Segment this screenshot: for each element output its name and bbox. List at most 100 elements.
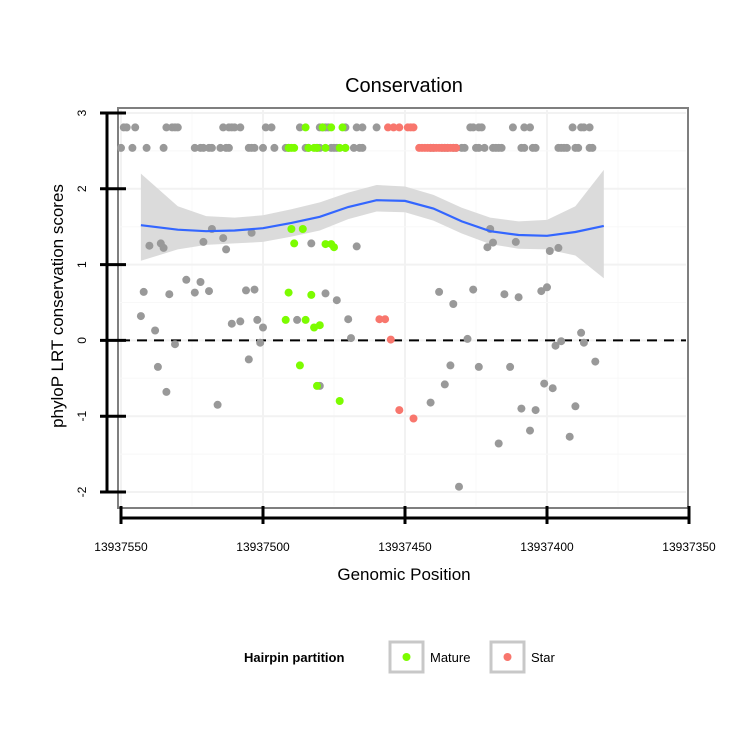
point-mature [281,315,290,324]
point-other [162,123,171,132]
point-other [347,334,355,343]
point-other [577,328,586,337]
point-mature [284,288,293,297]
point-star [384,123,392,132]
x-tick-label: 13937550 [94,540,148,554]
point-other [267,123,276,132]
point-other [358,123,367,132]
point-other [349,143,358,152]
point-star [395,406,404,415]
point-other [344,315,353,324]
point-other [259,143,267,152]
x-tick-label: 13937350 [662,540,716,554]
point-other [162,387,171,396]
point-other [250,285,259,294]
point-other [122,123,131,132]
point-other [469,123,478,132]
y-tick-label: 2 [75,185,89,192]
point-other [591,357,600,366]
point-mature [313,143,321,152]
point-other [455,482,463,491]
point-other [554,243,563,252]
point-mature [313,381,321,390]
x-tick-label: 13937450 [378,540,432,554]
point-other [585,123,594,132]
point-other [242,286,250,295]
point-other [520,123,529,132]
point-other [216,143,225,152]
chart-title: Conservation [345,75,463,97]
point-mature [321,240,330,249]
point-other [449,300,458,308]
confidence-band-area [140,169,604,279]
point-mature [295,361,304,370]
axes: 13937550 13937500 13937450 13937400 13937350… [75,109,716,554]
point-other [293,315,302,324]
point-other [579,338,588,347]
point-other [205,287,213,296]
point-other [250,143,259,152]
point-mature [315,321,324,330]
point-other [474,362,483,371]
point-mature [338,123,347,132]
plot-panel [117,107,689,509]
point-other [483,243,492,252]
smooth-trend-line [140,199,605,237]
point-other [199,237,208,246]
point-other [460,143,469,152]
point-other [568,123,577,132]
point-mature [341,143,350,152]
point-mature [301,315,310,324]
point-other [474,143,483,152]
point-other [222,245,231,254]
point-star [409,414,418,423]
point-other [244,355,253,364]
point-mature [318,123,327,132]
point-other [517,404,526,413]
point-other [236,317,245,326]
point-other [352,123,361,132]
point-other [159,243,168,252]
y-axis-title: phyloP LRT conservation scores [48,184,67,428]
point-other [151,326,160,335]
point-other [128,143,137,152]
point-other [545,247,554,255]
point-other [571,402,580,411]
point-other [190,288,199,297]
point-other [548,384,557,393]
point-other [139,287,148,296]
point-other [372,123,381,132]
point-other [332,296,341,305]
x-tick-label: 13937500 [236,540,290,554]
point-mature [330,243,338,252]
point-other [213,400,222,409]
point-other [270,143,279,152]
point-other [588,143,597,152]
point-other [307,239,316,248]
point-other [526,426,534,435]
point-other [506,362,515,371]
point-mature [287,225,296,233]
point-other [173,123,182,132]
point-star [386,335,395,344]
point-other [562,143,571,152]
y-tick-label: 1 [75,261,89,268]
point-other [520,143,529,152]
point-other [446,361,455,370]
point-other [236,123,245,132]
point-other [543,283,551,292]
point-other [426,398,435,407]
point-star [395,123,404,132]
point-mature [301,123,310,132]
point-mature [290,143,299,152]
point-other [500,290,509,299]
x-axis-title: Genomic Position [337,565,470,584]
point-other [142,143,151,152]
point-mature [335,397,344,405]
point-other [136,312,145,321]
legend: Hairpin partition Mature Star [244,640,556,674]
point-mature [298,225,307,233]
point-other [358,143,367,152]
point-other [440,380,449,389]
point-other [261,123,270,132]
